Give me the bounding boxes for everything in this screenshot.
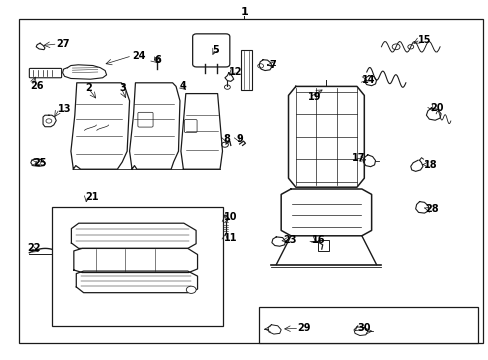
Bar (259, 307, 477, 343)
Text: 13: 13 (58, 104, 71, 114)
Text: 26: 26 (30, 81, 44, 91)
Text: 15: 15 (417, 35, 431, 45)
Text: 11: 11 (223, 233, 237, 243)
Circle shape (154, 57, 160, 62)
Text: 21: 21 (85, 192, 99, 202)
Text: 3: 3 (120, 83, 126, 93)
Text: 30: 30 (356, 323, 370, 333)
Text: 17: 17 (351, 153, 365, 163)
Text: 7: 7 (268, 60, 275, 70)
Text: 8: 8 (223, 134, 230, 144)
FancyBboxPatch shape (184, 120, 197, 132)
Bar (317, 240, 328, 251)
Circle shape (186, 286, 196, 293)
Circle shape (407, 45, 413, 49)
Text: 29: 29 (297, 323, 310, 333)
Circle shape (391, 44, 399, 50)
Text: 19: 19 (307, 92, 321, 102)
Text: 28: 28 (425, 204, 438, 214)
Bar (52, 207, 223, 326)
Text: 27: 27 (56, 39, 70, 49)
Text: 9: 9 (236, 134, 243, 144)
Circle shape (221, 142, 228, 147)
Circle shape (224, 85, 230, 89)
Text: 18: 18 (423, 159, 436, 170)
Circle shape (257, 64, 263, 68)
Bar (241, 50, 251, 90)
FancyBboxPatch shape (192, 34, 229, 67)
Text: 16: 16 (311, 235, 325, 246)
Text: 6: 6 (154, 55, 161, 65)
Text: 24: 24 (132, 51, 145, 61)
Text: 12: 12 (228, 67, 242, 77)
FancyBboxPatch shape (138, 112, 153, 127)
Text: 5: 5 (212, 45, 219, 55)
Text: 25: 25 (33, 158, 47, 168)
Circle shape (36, 161, 41, 165)
Text: 20: 20 (429, 103, 443, 113)
FancyBboxPatch shape (29, 68, 61, 78)
Circle shape (46, 119, 52, 123)
Text: 22: 22 (27, 243, 41, 253)
Text: 1: 1 (240, 7, 248, 17)
Text: 10: 10 (223, 212, 237, 222)
Text: 2: 2 (85, 83, 92, 93)
Text: 23: 23 (283, 235, 297, 246)
Text: 4: 4 (180, 81, 186, 91)
Text: 14: 14 (361, 75, 375, 85)
